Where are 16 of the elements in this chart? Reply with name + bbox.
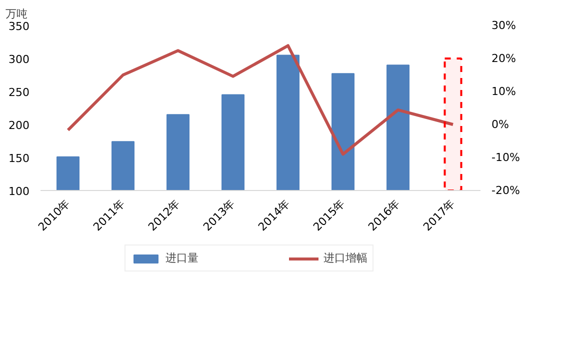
legend-label: 进口增幅: [324, 250, 368, 266]
y-tick-label: 150: [8, 152, 30, 165]
y2-tick-label: -10%: [492, 151, 520, 164]
y2-tick-label: -20%: [492, 184, 520, 197]
line-series: [66, 44, 454, 156]
y2-tick-label: 0%: [492, 118, 509, 131]
y2-tick-label: 20%: [492, 52, 516, 65]
y-tick-label: 100: [8, 185, 30, 198]
y2-tick-label: 10%: [492, 85, 516, 98]
y2-tick-label: 30%: [492, 19, 516, 32]
y-tick-label: 350: [8, 20, 30, 33]
y-tick-label: 200: [8, 119, 30, 132]
legend-label: 进口量: [166, 250, 198, 266]
y-tick-label: 300: [8, 53, 30, 66]
y-axis-title: 万吨: [6, 8, 28, 20]
y-tick-label: 250: [8, 86, 30, 99]
